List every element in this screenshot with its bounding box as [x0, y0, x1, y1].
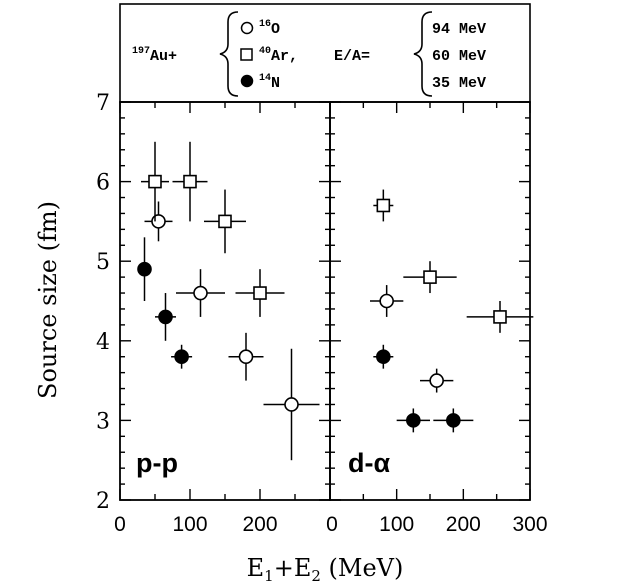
- y-tick-label: 7: [96, 91, 110, 116]
- legend-brace-right: [413, 11, 433, 97]
- data-point-open-circle: [151, 214, 166, 229]
- panel-label-d-alpha: d-α: [348, 448, 390, 478]
- x-axis-title-sub2: 2: [311, 567, 321, 584]
- legend-projectile-mass: 197: [132, 46, 150, 57]
- panel-label-pp: p-p: [136, 448, 178, 478]
- legend-marker-open-circle: [240, 21, 254, 35]
- x-tick-label: 200: [446, 513, 481, 536]
- legend-energy-60: 60 MeV: [432, 48, 486, 65]
- legend-marker-filled-circle: [240, 74, 254, 88]
- data-point-open-square: [183, 174, 197, 189]
- legend-nitrogen-symbol: N: [271, 75, 280, 92]
- legend-brace-left: [219, 11, 239, 97]
- x-tick-label: 100: [379, 513, 414, 536]
- legend-projectile: 197Au+: [132, 46, 177, 65]
- y-tick-label: 6: [96, 171, 110, 196]
- data-point-open-square: [148, 174, 162, 189]
- data-point-open-circle: [238, 349, 254, 365]
- data-point-filled-circle: [174, 349, 189, 365]
- y-tick-label: 4: [96, 330, 110, 355]
- x-axis-title: E1+E2 (MeV): [247, 554, 404, 584]
- tick-labels: 2 3 4 5 6 7 0 100 200 0 100 200 300: [96, 91, 548, 536]
- legend-oxygen-mass: 16: [259, 19, 271, 30]
- legend-nitrogen-mass: 14: [259, 73, 271, 84]
- y-axis-title: Source size (fm): [34, 201, 62, 399]
- legend-oxygen-symbol: O: [271, 21, 280, 38]
- legend-projectile-prefix: Au+: [150, 48, 177, 65]
- y-tick-label: 2: [96, 489, 110, 514]
- legend-entry-argon: 40Ar,: [259, 46, 298, 65]
- data-point-open-circle: [284, 397, 299, 412]
- data-point-open-square: [376, 198, 391, 213]
- data-marks: [137, 141, 534, 461]
- x-axis-title-sub1: 1: [264, 567, 274, 584]
- legend: 197Au+ 16O 40Ar, 14N E/A= 94 MeV 60 MeV …: [119, 3, 531, 103]
- legend-energy-label: E/A=: [334, 48, 370, 65]
- plot-frame-left: [119, 101, 331, 501]
- x-tick-label: 0: [326, 513, 338, 536]
- data-point-filled-circle: [446, 413, 461, 428]
- data-point-filled-circle: [137, 261, 152, 277]
- legend-energy-94: 94 MeV: [432, 21, 486, 38]
- data-point-open-circle: [193, 285, 208, 301]
- legend-argon-symbol: Ar: [271, 48, 289, 65]
- data-point-open-square: [218, 214, 232, 229]
- legend-entry-nitrogen: 14N: [259, 73, 280, 92]
- x-axis-title-plus: +E: [274, 554, 312, 582]
- data-point-filled-circle: [406, 413, 421, 428]
- x-axis-title-e: E: [247, 554, 265, 582]
- data-point-open-square: [423, 270, 437, 284]
- legend-argon-suffix: ,: [289, 48, 298, 65]
- x-tick-label: 100: [172, 513, 207, 536]
- x-tick-label: 200: [242, 513, 277, 536]
- legend-marker-open-square: [240, 48, 253, 61]
- legend-entry-oxygen: 16O: [259, 19, 280, 38]
- legend-argon-mass: 40: [259, 46, 271, 57]
- data-point-open-circle: [379, 293, 394, 309]
- x-tick-label: 300: [512, 513, 547, 536]
- data-point-filled-circle: [158, 309, 173, 325]
- y-tick-label: 3: [96, 409, 110, 434]
- data-point-open-square: [493, 310, 507, 324]
- legend-energy-35: 35 MeV: [432, 75, 486, 92]
- data-point-open-circle: [429, 373, 444, 388]
- data-point-filled-circle: [376, 349, 391, 365]
- axis-ticks: [119, 101, 531, 501]
- y-tick-label: 5: [96, 250, 110, 275]
- x-axis-title-unit: (MeV): [321, 554, 403, 582]
- x-tick-label: 0: [114, 513, 126, 536]
- data-point-open-square: [253, 286, 267, 300]
